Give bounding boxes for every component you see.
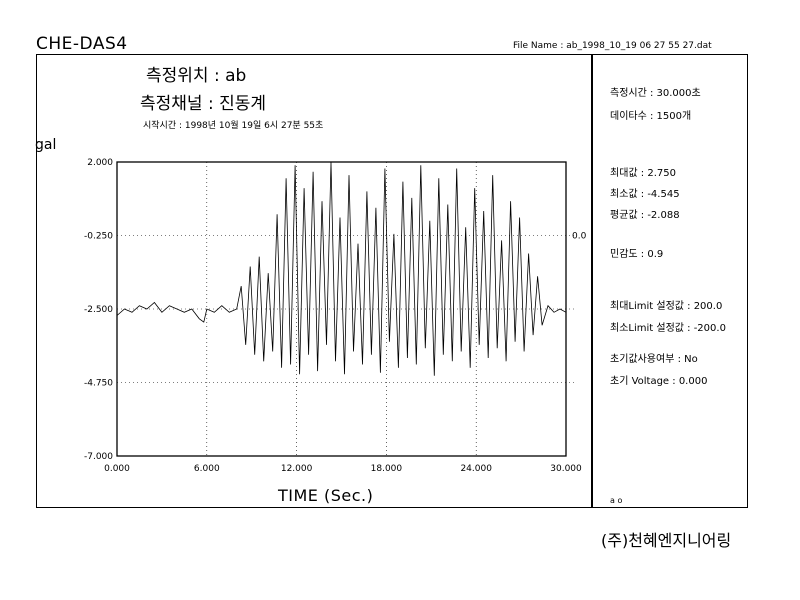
info-max-limit: 최대Limit 설정값 : 200.0: [610, 301, 723, 312]
info-sensitivity: 민감도 : 0.9: [610, 249, 664, 260]
info-init-use: 초기값사용여부 : No: [610, 354, 698, 365]
x-tick-label: 0.000: [104, 464, 130, 474]
waveform-series-line: [116, 161, 567, 376]
grid-lines: [117, 162, 576, 456]
file-name: File Name : ab_1998_10_19 06 27 55 27.da…: [513, 41, 712, 51]
measurement-location: 측정위치 : ab: [146, 66, 247, 86]
info-mean: 평균값 : -2.088: [610, 210, 680, 221]
panel-divider: [591, 54, 593, 508]
y-tick-label: 2.000: [87, 158, 113, 168]
app-title: CHE-DAS4: [36, 34, 128, 54]
info-init-voltage: 초기 Voltage : 0.000: [610, 376, 708, 387]
x-tick-label: 18.000: [371, 464, 403, 474]
measurement-channel: 측정채널 : 진동계: [140, 94, 267, 114]
x-tick-label: 6.000: [194, 464, 220, 474]
x-tick-label: 12.000: [281, 464, 313, 474]
x-tick-label: 30.000: [550, 464, 582, 474]
y-axis-unit: gal: [35, 137, 57, 153]
y-tick-label: -7.000: [84, 452, 113, 462]
y-tick-label: -2.500: [84, 305, 113, 315]
start-time: 시작시간 : 1998년 10월 19일 6시 27분 55초: [143, 121, 324, 131]
info-min: 최소값 : -4.545: [610, 189, 680, 200]
right-axis-tick-label: 0.0: [572, 232, 587, 242]
info-min-limit: 최소Limit 설정값 : -200.0: [610, 323, 726, 334]
report-frame: [36, 54, 748, 508]
info-max: 최대값 : 2.750: [610, 168, 676, 179]
plot-area-border: [116, 161, 567, 457]
info-duration: 측정시간 : 30.000초: [610, 88, 701, 99]
tick-labels: 0.000 6.000 12.000 18.000 24.000 30.000 2.000 -…: [84, 158, 587, 474]
y-tick-label: -0.250: [84, 232, 113, 242]
company-name: (주)천혜엔지니어링: [601, 531, 732, 550]
y-tick-label: -4.750: [84, 379, 113, 389]
info-footer: a o: [610, 496, 623, 505]
info-samples: 데이타수 : 1500개: [610, 111, 692, 122]
x-tick-label: 24.000: [460, 464, 492, 474]
x-axis-label: TIME (Sec.): [278, 486, 374, 505]
